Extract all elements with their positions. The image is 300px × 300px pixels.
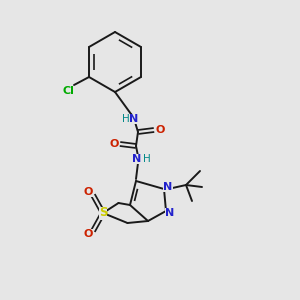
Text: N: N — [132, 154, 142, 164]
Text: O: O — [155, 125, 165, 135]
Text: Cl: Cl — [62, 86, 74, 96]
Text: H: H — [122, 114, 130, 124]
Text: O: O — [109, 139, 119, 149]
Text: O: O — [83, 187, 93, 197]
Text: O: O — [83, 229, 93, 239]
Text: N: N — [164, 182, 172, 192]
Text: S: S — [99, 206, 107, 220]
Text: N: N — [165, 208, 175, 218]
Text: H: H — [143, 154, 151, 164]
Text: N: N — [129, 114, 139, 124]
